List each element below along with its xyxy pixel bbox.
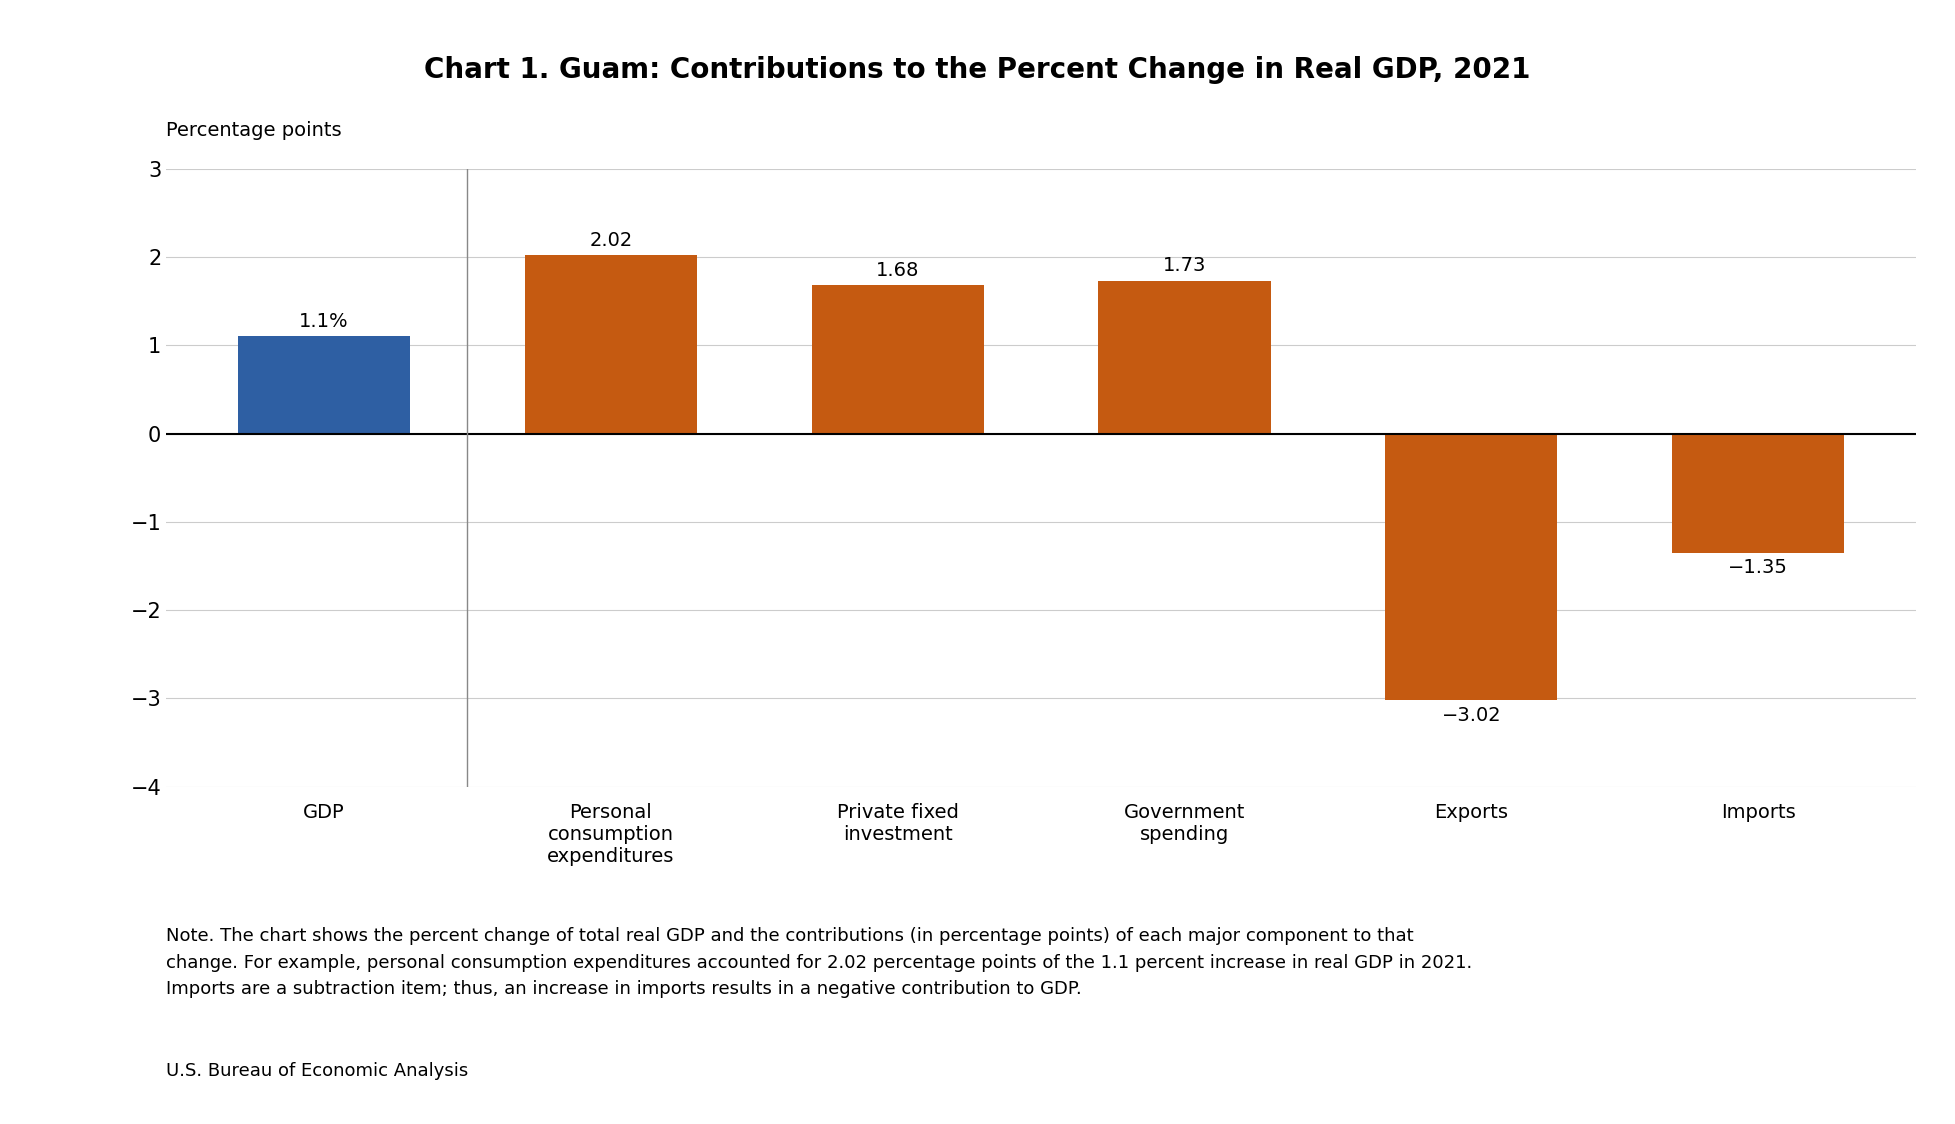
Text: U.S. Bureau of Economic Analysis: U.S. Bureau of Economic Analysis bbox=[166, 1062, 469, 1080]
Bar bbox=[1386, 434, 1558, 700]
Text: 1.73: 1.73 bbox=[1163, 256, 1206, 275]
Text: Chart 1. Guam: Contributions to the Percent Change in Real GDP, 2021: Chart 1. Guam: Contributions to the Perc… bbox=[424, 56, 1531, 84]
Text: 1.1%: 1.1% bbox=[299, 312, 348, 332]
Bar bbox=[239, 336, 411, 434]
Bar bbox=[1672, 434, 1844, 553]
Bar bbox=[1099, 281, 1271, 434]
Text: Percentage points: Percentage points bbox=[166, 121, 342, 140]
Text: 2.02: 2.02 bbox=[588, 230, 631, 250]
Text: Note. The chart shows the percent change of total real GDP and the contributions: Note. The chart shows the percent change… bbox=[166, 927, 1472, 998]
Text: −1.35: −1.35 bbox=[1728, 559, 1789, 577]
Text: −3.02: −3.02 bbox=[1441, 706, 1501, 725]
Bar bbox=[524, 255, 696, 434]
Bar bbox=[811, 285, 983, 434]
Text: 1.68: 1.68 bbox=[876, 261, 919, 280]
